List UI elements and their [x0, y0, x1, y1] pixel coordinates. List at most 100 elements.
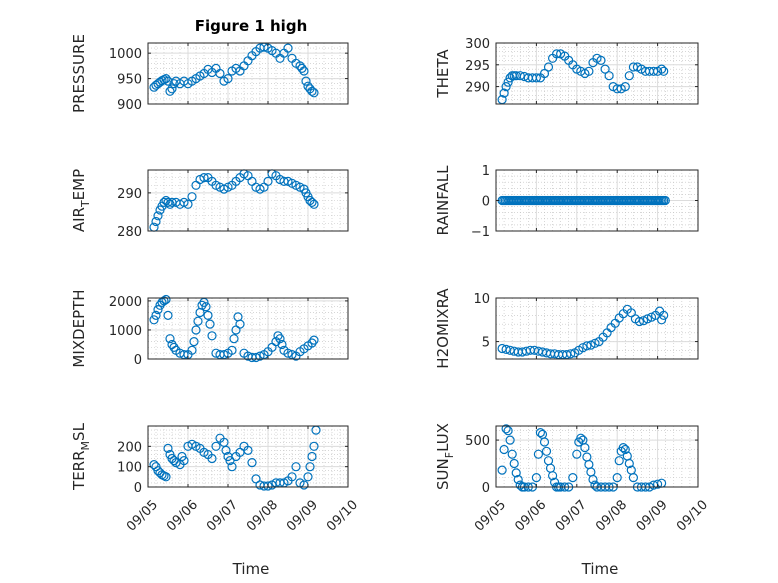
x-tick-label: 09/09 — [284, 497, 321, 534]
data-point — [223, 73, 233, 84]
axes-box — [495, 425, 699, 488]
data-point — [255, 351, 265, 361]
axes-air-temp: 280 290 AIRTEMP — [70, 169, 349, 240]
data-point — [586, 340, 596, 350]
y-tick-label: 900 — [117, 98, 142, 113]
data-point — [227, 345, 237, 355]
y-axis-label: PRESSURE — [70, 34, 88, 113]
data-point — [299, 66, 309, 76]
data-point — [604, 71, 614, 81]
data-point — [247, 458, 257, 468]
data-point — [541, 446, 552, 456]
data-point — [303, 472, 313, 482]
data-point — [283, 43, 293, 53]
data-point — [642, 314, 653, 324]
data-point — [531, 473, 542, 483]
data-point — [189, 337, 199, 347]
data-point — [620, 81, 630, 92]
y-axis-label: H2OMIXRA — [434, 288, 452, 369]
y-tick-label: 290 — [465, 81, 490, 96]
axes-box — [495, 297, 699, 360]
y-tick-label: 0 — [482, 195, 490, 210]
data-point — [163, 310, 173, 320]
data-point — [618, 443, 628, 453]
data-series — [497, 49, 669, 105]
y-tick-label: 1000 — [109, 324, 142, 339]
data-point — [503, 426, 513, 436]
data-point — [624, 71, 634, 81]
data-point — [499, 444, 509, 455]
data-point — [656, 315, 667, 325]
y-tick-label: 280 — [117, 225, 142, 240]
data-point — [307, 451, 317, 462]
data-series — [497, 195, 670, 206]
data-point — [207, 453, 217, 464]
data-point — [590, 480, 600, 490]
data-point — [161, 294, 171, 305]
data-point — [568, 473, 578, 483]
data-point — [283, 348, 293, 358]
x-tick-label: 09/07 — [553, 497, 590, 534]
data-point — [287, 472, 297, 482]
axes-theta: 290 295 300 THETA — [434, 37, 699, 105]
x-tick-label: 09/06 — [512, 497, 549, 534]
data-point — [153, 211, 163, 221]
data-point — [151, 310, 161, 320]
data-point — [149, 315, 159, 325]
data-point — [659, 310, 669, 320]
y-tick-label: 5 — [482, 336, 490, 351]
data-point — [499, 88, 509, 98]
data-point — [167, 84, 177, 94]
y-axis-label: TERRMSL — [70, 422, 92, 491]
data-point — [211, 441, 221, 451]
y-tick-label: 200 — [117, 440, 142, 455]
data-point — [656, 64, 667, 74]
data-point — [165, 86, 175, 96]
y-axis-label: AIRTEMP — [70, 169, 92, 232]
y-tick-label: 0 — [482, 481, 490, 496]
data-point — [161, 73, 171, 84]
y-axis-label: MIXDEPTH — [70, 289, 88, 367]
plot-area — [496, 426, 698, 487]
x-tick-label: 09/07 — [204, 497, 241, 534]
axes-box — [147, 425, 349, 488]
data-series — [149, 169, 319, 232]
axes-pressure: 900 950 1000 PRESSURE — [70, 34, 349, 113]
data-point — [582, 341, 592, 351]
x-axis-label: Time — [232, 560, 270, 578]
y-tick-label: 0 — [134, 481, 142, 496]
y-tick-label: 500 — [465, 434, 490, 449]
data-point — [235, 319, 245, 329]
data-point — [531, 73, 542, 83]
data-point — [169, 342, 179, 352]
data-point — [215, 68, 225, 79]
data-point — [179, 456, 189, 466]
data-point — [590, 338, 600, 348]
data-point — [187, 345, 197, 355]
axes-box — [147, 297, 349, 360]
data-point — [203, 310, 213, 320]
data-point — [251, 352, 261, 363]
data-series — [497, 424, 667, 492]
data-point — [205, 319, 215, 329]
data-point — [201, 302, 211, 312]
data-point — [277, 339, 287, 350]
data-point — [535, 428, 546, 438]
data-point — [307, 86, 317, 96]
data-point — [169, 79, 179, 89]
data-point — [263, 481, 273, 491]
data-point — [199, 173, 209, 183]
data-point — [229, 334, 239, 344]
data-point — [620, 444, 630, 455]
data-point — [501, 424, 511, 434]
data-point — [628, 473, 639, 483]
axes-rainfall: −1 0 1 RAINFALL — [434, 164, 699, 240]
data-point — [161, 472, 171, 482]
y-tick-label: 950 — [117, 73, 142, 88]
data-point — [515, 71, 525, 81]
data-point — [503, 77, 513, 87]
data-point — [596, 55, 606, 66]
data-point — [576, 433, 586, 443]
